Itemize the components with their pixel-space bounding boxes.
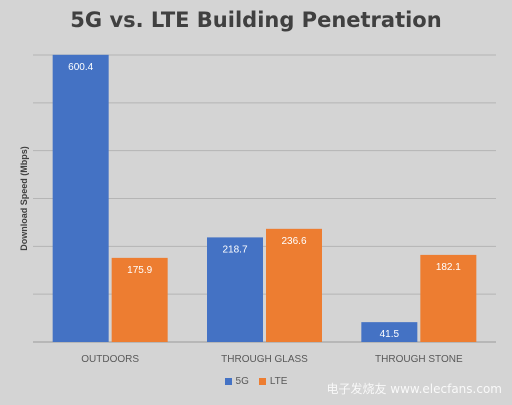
grid-lines <box>33 54 496 343</box>
x-tick-label-1: THROUGH GLASS <box>221 354 308 365</box>
watermark: 电子发烧友 www.elecfans.com <box>326 382 502 396</box>
legend: 5G LTE <box>0 376 512 387</box>
chart-title: 5G vs. LTE Building Penetration <box>70 8 442 32</box>
bar-lte-2 <box>420 254 477 342</box>
data-label-lte-0: 175.9 <box>127 265 152 276</box>
data-label-5g-2: 41.5 <box>380 329 400 340</box>
bar-5g-1 <box>207 237 263 342</box>
legend-swatch-lte <box>258 378 266 385</box>
data-label-5g-1: 218.7 <box>222 244 247 255</box>
data-label-5g-0: 600.4 <box>68 62 93 73</box>
legend-label-lte: LTE <box>269 376 288 387</box>
y-axis-label: Download Speed (Mbps) <box>19 146 29 251</box>
data-label-lte-1: 236.6 <box>281 236 306 247</box>
legend-item-lte: LTE <box>258 376 288 387</box>
bar-lte-0 <box>111 257 168 342</box>
bar-5g-2 <box>361 322 418 342</box>
legend-swatch-5g <box>224 378 232 385</box>
data-label-lte-2: 182.1 <box>436 262 461 273</box>
bar-labels: 600.4 175.9 218.7 236.6 41.5 182.1 <box>68 62 461 340</box>
bars <box>52 54 477 343</box>
x-axis-labels: OUTDOORS THROUGH GLASS THROUGH STONE <box>81 354 463 365</box>
x-tick-label-0: OUTDOORS <box>81 354 139 365</box>
bar-5g-0 <box>52 54 109 343</box>
legend-label-5g: 5G <box>235 376 249 387</box>
bar-lte-1 <box>266 228 322 342</box>
legend-item-5g: 5G <box>224 376 249 387</box>
x-tick-label-2: THROUGH STONE <box>375 354 463 365</box>
